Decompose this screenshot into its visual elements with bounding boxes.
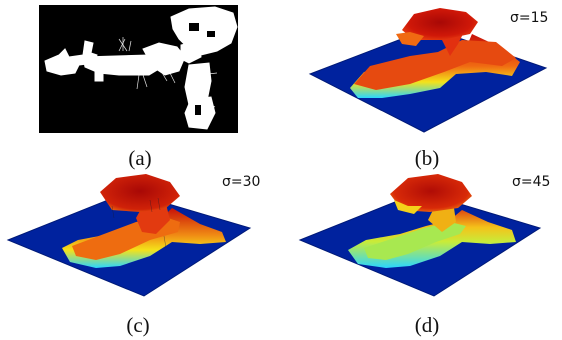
heat-surface-sigma45: σ=45 <box>298 174 550 297</box>
caption-c: (c) <box>126 313 150 337</box>
panel-d: σ=45 <box>290 170 560 300</box>
caption-b: (b) <box>414 146 440 170</box>
occupancy-map <box>39 5 238 133</box>
sigma-label-d: σ=45 <box>512 174 550 190</box>
heat-surface-sigma30: σ=30 <box>6 174 260 297</box>
sigma-label-b: σ=15 <box>510 10 548 26</box>
sigma-label-c: σ=30 <box>222 174 260 190</box>
panel-c: σ=30 <box>0 170 270 300</box>
heat-surface-sigma15: σ=15 <box>308 8 548 133</box>
panel-a <box>39 5 238 133</box>
caption-d: (d) <box>414 313 440 337</box>
caption-a: (a) <box>128 146 152 170</box>
panel-b: σ=15 <box>290 0 552 140</box>
